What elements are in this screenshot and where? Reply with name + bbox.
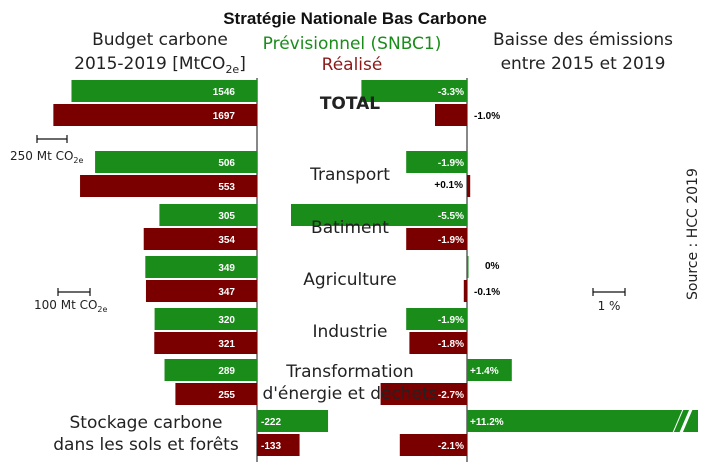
category-label: Agriculture [303,270,397,290]
budget-bar-actual [80,175,257,197]
budget-label-actual: 255 [218,390,235,401]
change-label-planned: 0% [485,261,500,272]
category-label: Transformation [285,362,414,382]
change-bar-actual [399,434,467,456]
budget-bar-planned [257,410,329,432]
category-group: 320 -1.9% 321 -1.8% Industrie [154,308,467,354]
axis-break-mark [671,406,685,436]
budget-label-actual: 354 [218,235,235,246]
category-label: Batiment [311,218,389,238]
budget-label-actual: -133 [261,441,281,452]
budget-label-planned: 349 [218,263,235,274]
scale-pct-label: 1 % [598,299,621,313]
change-bar-planned [467,359,512,381]
budget-label-planned: -222 [261,417,281,428]
change-label-planned: -1.9% [438,158,464,169]
change-bar-planned [361,80,467,102]
left-header-prefix: 2015-2019 [MtCO [74,54,225,74]
change-label-planned: +11.2% [470,417,504,428]
budget-bar-planned [145,256,257,278]
change-label-planned: -3.3% [438,87,464,98]
category-label: Transport [309,165,390,185]
scale-total-label: 250 Mt CO2e [10,149,84,165]
scale-pct: 1 % [592,288,626,313]
scale-sectors: 100 Mt CO2e [34,288,108,314]
left-header-line1: Budget carbone [92,30,228,50]
category-label: d'énergie et déchets [262,384,437,404]
category-group: 305 -5.5% 354 -1.9% Batiment [143,204,467,250]
change-bar-planned [291,204,467,226]
budget-bar-actual [53,104,257,126]
category-group: 506 -1.9% 553 +0.1% Transport [80,151,471,197]
budget-label-planned: 1546 [213,87,236,98]
scale-total: 250 Mt CO2e [10,135,84,165]
budget-label-actual: 347 [218,287,235,298]
change-label-actual: -2.1% [438,441,464,452]
category-group: 1546 -3.3% 1697 -1.0% TOTAL [53,80,500,126]
category-label: Stockage carbone [70,413,223,433]
legend-planned: Prévisionnel (SNBC1) [263,34,442,54]
budget-label-planned: 305 [218,211,235,222]
budget-bar-planned [164,359,257,381]
left-header-line2: 2015-2019 [MtCO2e] [74,54,246,76]
category-group: -222 +11.2% -133 -2.1% Stockage carbonedans … [53,406,698,456]
scale-sectors-prefix: 100 Mt CO [34,298,97,312]
category-group: 289 +1.4% 255 -2.7% Transformationd'énergie … [164,359,512,405]
budget-bar-planned [159,204,257,226]
left-header-sub: 2e [225,63,239,76]
change-label-actual: -1.0% [474,111,500,122]
budget-bar-actual [145,280,257,302]
budget-bar-planned [95,151,257,173]
change-bar-actual [435,104,467,126]
budget-bar-actual [154,332,257,354]
budget-bar-actual [257,434,300,456]
budget-label-actual: 1697 [213,111,236,122]
change-label-planned: -5.5% [438,211,464,222]
chart-title: Stratégie Nationale Bas Carbone [223,9,487,28]
change-label-actual: -1.9% [438,235,464,246]
budget-bar-actual [143,228,257,250]
category-group: 349 0% 347 -0.1% Agriculture [145,256,500,302]
budget-label-actual: 321 [218,339,235,350]
budget-label-planned: 320 [218,315,235,326]
change-label-actual: -2.7% [438,390,464,401]
change-bar-actual [467,175,471,197]
right-header-line1: Baisse des émissions [493,30,673,50]
budget-bar-planned [154,308,257,330]
bars-layer: 1546 -3.3% 1697 -1.0% TOTAL 506 -1.9% 553 +0.1% T… [53,80,698,456]
category-label: Industrie [312,322,387,342]
change-bar-planned [467,256,469,278]
scale-total-sub: 2e [73,156,83,165]
change-label-planned: -1.9% [438,315,464,326]
change-bar-actual [380,383,467,405]
change-bar-actual [406,228,467,250]
scale-total-prefix: 250 Mt CO [10,149,73,163]
change-bar-planned [406,151,467,173]
category-label: TOTAL [320,94,380,114]
change-bar-planned [467,410,698,432]
left-header-suffix: ] [239,54,246,74]
budget-bar-actual [175,383,257,405]
change-label-actual: -1.8% [438,339,464,350]
axis-break-mark [678,406,694,436]
change-label-planned: +1.4% [470,366,499,377]
change-bar-actual [463,280,467,302]
change-bar-planned [406,308,467,330]
source-note: Source : HCC 2019 [685,168,701,300]
legend-actual: Réalisé [322,55,383,75]
change-label-actual: +0.1% [434,180,463,191]
scale-sectors-sub: 2e [97,305,107,314]
change-bar-actual [409,332,467,354]
right-header-line2: entre 2015 et 2019 [501,54,666,74]
budget-bar-planned [71,80,257,102]
budget-label-planned: 506 [218,158,235,169]
scale-sectors-label: 100 Mt CO2e [34,298,108,314]
budget-label-actual: 553 [218,182,235,193]
category-label: dans les sols et forêts [53,435,239,455]
change-label-actual: -0.1% [474,287,500,298]
budget-label-planned: 289 [218,366,235,377]
